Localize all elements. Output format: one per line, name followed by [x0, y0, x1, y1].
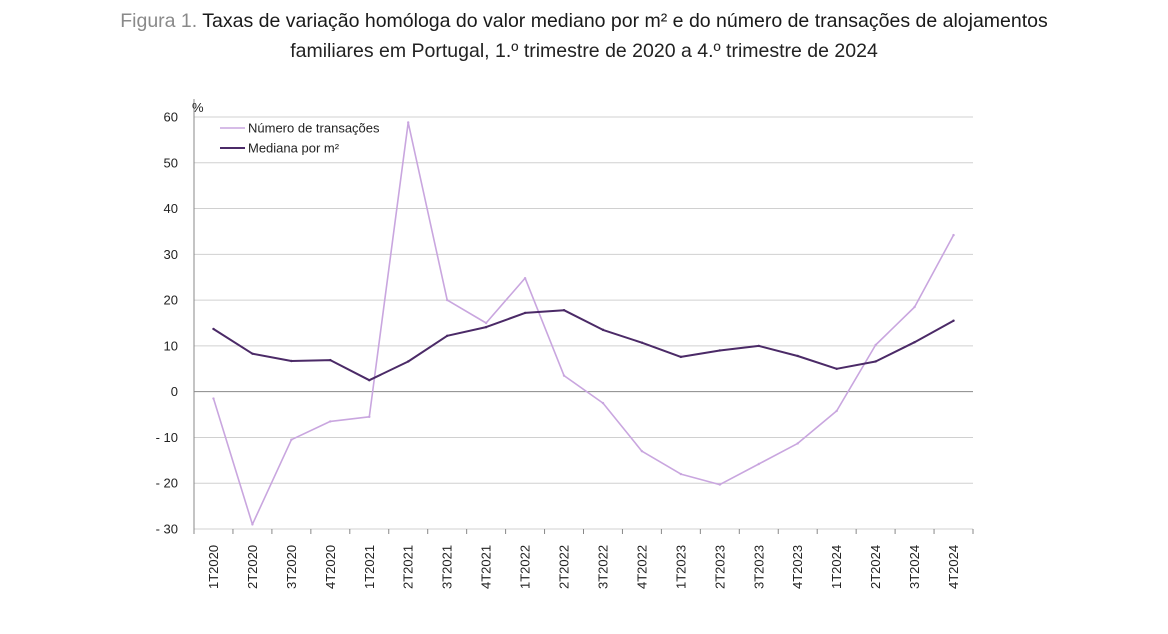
y-axis-label: %	[192, 100, 204, 115]
x-tick-label: 1T2021	[362, 545, 377, 589]
x-tick-label: 3T2022	[595, 545, 610, 589]
y-tick-label: 60	[164, 110, 178, 125]
data-point-transacoes	[835, 409, 838, 413]
x-tick-label: 2T2022	[557, 545, 572, 589]
y-tick-label: 10	[164, 338, 178, 353]
x-tick-label: 1T2022	[518, 545, 533, 589]
data-point-mediana	[835, 367, 838, 370]
title-line-2: familiares em Portugal, 1.º trimestre de…	[290, 40, 878, 62]
data-point-transacoes	[913, 305, 916, 309]
data-point-transacoes	[523, 276, 527, 280]
y-tick-label: - 30	[156, 522, 178, 537]
data-point-transacoes	[251, 523, 254, 526]
title-line-1: Figura 1. Taxas de variação homóloga do …	[0, 6, 1168, 36]
data-point-mediana	[445, 334, 449, 338]
x-tick-label: 3T2023	[751, 545, 766, 589]
data-point-transacoes	[601, 401, 605, 405]
y-tick-label: 50	[164, 155, 178, 170]
data-point-transacoes	[445, 298, 449, 302]
y-tick-label: 30	[164, 247, 178, 262]
x-tick-label: 4T2020	[323, 545, 338, 589]
data-point-transacoes	[407, 121, 410, 124]
data-point-transacoes	[718, 483, 722, 486]
data-point-mediana	[757, 344, 760, 348]
x-tick-label: 4T2024	[946, 545, 961, 589]
data-point-mediana	[718, 349, 722, 352]
data-point-mediana	[523, 311, 527, 315]
data-point-transacoes	[796, 442, 799, 445]
data-point-transacoes	[290, 438, 293, 441]
figure-number: Figura 1.	[120, 10, 198, 32]
data-point-transacoes	[757, 462, 760, 466]
y-tick-label: - 10	[156, 430, 178, 445]
data-point-mediana	[679, 355, 683, 359]
data-point-mediana	[251, 352, 254, 355]
x-tick-label: 3T2024	[907, 545, 922, 589]
x-tick-label: 3T2020	[284, 545, 299, 589]
x-tick-label: 1T2024	[829, 545, 844, 589]
legend-label: Número de transações	[248, 121, 380, 136]
data-point-mediana	[407, 360, 410, 363]
y-tick-label: 0	[171, 384, 178, 399]
data-point-transacoes	[562, 374, 566, 377]
data-point-transacoes	[952, 233, 955, 237]
data-point-mediana	[640, 341, 644, 344]
data-point-transacoes	[640, 449, 644, 453]
data-point-transacoes	[212, 397, 215, 400]
title-text-line-1: Taxas de variação homóloga do valor medi…	[202, 10, 1048, 32]
data-point-mediana	[290, 359, 293, 363]
legend-label: Mediana por m²	[248, 141, 340, 156]
x-tick-label: 2T2024	[868, 545, 883, 589]
series-line-mediana	[212, 309, 954, 382]
x-tick-label: 1T2020	[206, 545, 221, 589]
x-tick-label: 2T2020	[245, 545, 260, 589]
x-tick-label: 1T2023	[673, 545, 688, 589]
x-tick-label: 2T2021	[401, 545, 416, 589]
data-point-mediana	[212, 327, 215, 331]
data-point-mediana	[329, 358, 332, 362]
data-point-mediana	[368, 379, 371, 382]
data-point-mediana	[952, 319, 955, 322]
series-line-transacoes	[212, 121, 955, 526]
data-point-mediana	[874, 360, 877, 363]
data-point-transacoes	[329, 420, 332, 423]
y-tick-label: - 20	[156, 476, 178, 491]
x-tick-label: 4T2023	[790, 545, 805, 589]
data-point-transacoes	[368, 415, 371, 419]
data-point-mediana	[796, 354, 799, 358]
data-point-transacoes	[874, 343, 877, 347]
data-point-mediana	[562, 308, 566, 312]
data-point-transacoes	[484, 321, 488, 325]
chart-title: Figura 1. Taxas de variação homóloga do …	[0, 6, 1168, 66]
y-tick-label: 40	[164, 201, 178, 216]
data-point-mediana	[913, 341, 916, 344]
data-point-transacoes	[679, 472, 683, 476]
data-point-mediana	[484, 325, 488, 329]
x-tick-label: 4T2022	[634, 545, 649, 589]
x-tick-label: 2T2023	[712, 545, 727, 589]
y-tick-label: 20	[164, 293, 178, 308]
x-tick-label: 3T2021	[440, 545, 455, 589]
x-tick-label: 4T2021	[479, 545, 494, 589]
data-point-mediana	[601, 328, 605, 332]
